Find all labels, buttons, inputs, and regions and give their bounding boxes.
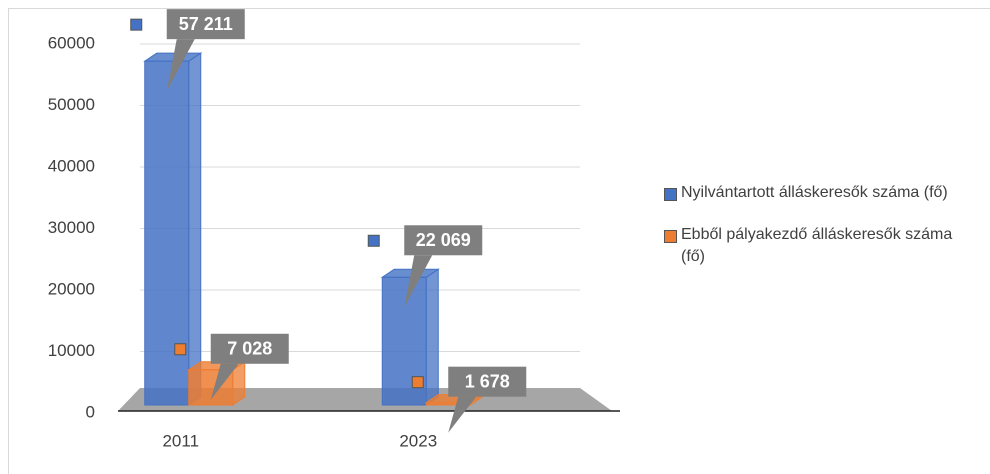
- data-label: 57 211: [130, 9, 245, 92]
- data-label-key: [130, 18, 143, 31]
- legend-text: Nyilvántartott álláskeresők száma (fő): [681, 184, 948, 201]
- y-tick-label: 0: [86, 402, 95, 421]
- bar-side: [188, 52, 202, 406]
- x-tick-label: 2023: [399, 431, 437, 450]
- data-label-callout: [210, 363, 239, 400]
- data-label-callout: [404, 255, 433, 308]
- data-label-text: 7 028: [227, 339, 272, 359]
- data-label: 1 678: [411, 366, 527, 433]
- y-tick-label: 60000: [48, 33, 95, 52]
- y-tick-label: 30000: [48, 218, 95, 237]
- y-tick-label: 20000: [48, 279, 95, 298]
- data-label-box: [404, 225, 483, 256]
- data-label-text: 57 211: [179, 14, 233, 34]
- legend-key: [664, 230, 677, 243]
- legend-item: Nyilvántartott álláskeresők száma (fő): [664, 182, 964, 204]
- data-label-callout: [448, 396, 477, 433]
- x-tick-label: 2011: [162, 431, 199, 450]
- data-label-key: [411, 376, 424, 389]
- data-label-box: [166, 9, 245, 40]
- bar: [143, 52, 203, 406]
- data-label-key: [367, 234, 380, 247]
- bar: [187, 360, 247, 406]
- data-label-box: [448, 366, 527, 397]
- y-tick-label: 10000: [48, 341, 95, 360]
- y-tick-label: 50000: [48, 95, 95, 114]
- data-label-text: 1 678: [465, 371, 510, 391]
- data-label: 7 028: [174, 333, 289, 400]
- legend: Nyilvántartott álláskeresők száma (fő) Eb…: [664, 182, 964, 288]
- data-label-key: [174, 343, 187, 356]
- y-tick-label: 40000: [48, 156, 95, 175]
- chart-border: [8, 8, 990, 474]
- legend-text: Ebből pályakezdő álláskeresők száma (fő): [681, 226, 953, 265]
- data-label: 22 069: [367, 225, 483, 308]
- legend-key: [664, 188, 677, 201]
- data-label-text: 22 069: [416, 230, 471, 250]
- bar-side: [425, 268, 439, 406]
- data-label-box: [210, 333, 289, 364]
- legend-item: Ebből pályakezdő álláskeresők száma (fő): [664, 224, 964, 268]
- data-label-callout: [166, 39, 195, 92]
